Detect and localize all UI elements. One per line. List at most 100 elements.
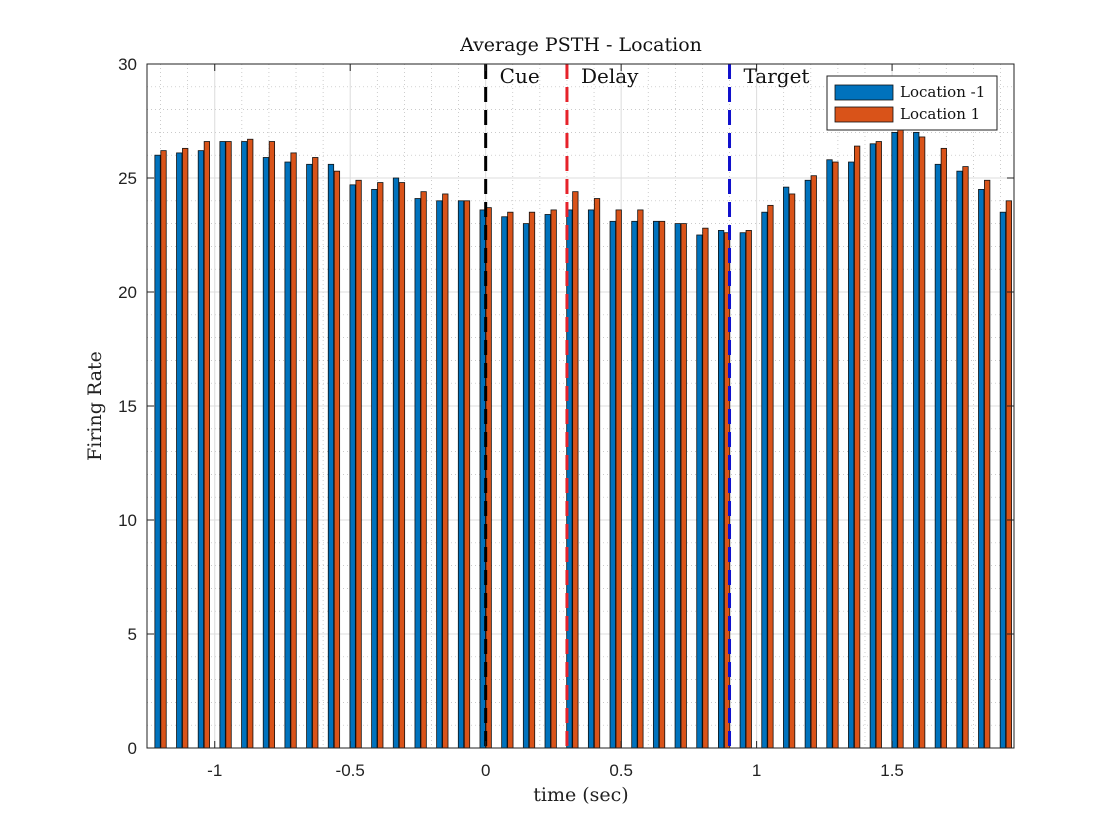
bar — [572, 191, 579, 749]
bar — [702, 227, 709, 749]
x-axis-label: time (sec) — [533, 784, 628, 806]
bar — [284, 161, 291, 749]
bar — [739, 232, 746, 749]
bar — [262, 157, 270, 749]
bar — [219, 141, 226, 749]
x-tick-label: 1 — [752, 761, 761, 780]
bar — [826, 159, 833, 749]
bar — [848, 161, 855, 749]
bar — [349, 184, 356, 749]
bar — [832, 161, 839, 749]
y-tick-label: 20 — [118, 283, 137, 302]
bar — [327, 163, 335, 749]
bar — [176, 152, 183, 749]
tick-labels: -1 -0.5 0 0.5 1 1.5 0 5 10 15 20 25 30 — [118, 55, 904, 780]
legend-label-location-1: Location 1 — [900, 105, 980, 123]
bar — [544, 214, 551, 749]
bar — [984, 179, 991, 749]
bar — [810, 175, 817, 749]
bar — [767, 204, 774, 749]
bar — [897, 129, 904, 749]
bar — [593, 198, 601, 749]
bar — [501, 216, 508, 749]
bar — [718, 230, 725, 749]
x-tick-label: -1 — [207, 761, 222, 780]
bar — [463, 200, 471, 749]
x-tick-label: 1.5 — [880, 761, 904, 780]
bar — [854, 145, 861, 749]
y-tick-label: 0 — [128, 739, 137, 758]
axes — [146, 63, 1015, 749]
bar — [290, 152, 297, 749]
bar — [783, 186, 790, 749]
bar — [442, 193, 449, 749]
y-tick-label: 10 — [118, 511, 137, 530]
bar — [637, 209, 644, 749]
bar — [652, 220, 660, 749]
bar — [247, 138, 254, 749]
bar — [745, 230, 752, 749]
bar — [587, 209, 595, 749]
bar — [696, 234, 703, 749]
bar — [680, 223, 687, 749]
bar — [392, 177, 400, 749]
bar — [615, 209, 622, 749]
bar — [377, 182, 384, 749]
bar — [507, 211, 514, 749]
bar — [420, 191, 427, 749]
bar — [956, 170, 963, 749]
bar — [241, 141, 248, 749]
y-tick-label: 5 — [128, 625, 137, 644]
x-tick-label: 0.5 — [609, 761, 633, 780]
bar — [919, 136, 926, 749]
bar — [268, 141, 276, 749]
bar — [869, 143, 876, 749]
y-axis-label: Firing Rate — [84, 351, 106, 461]
bar — [804, 179, 811, 749]
legend-swatch-location-neg1 — [834, 84, 894, 101]
legend: Location -1 Location 1 — [826, 75, 998, 131]
bar — [160, 150, 167, 749]
bar — [999, 211, 1007, 749]
bar — [550, 209, 557, 749]
bar — [306, 163, 313, 749]
bar — [658, 220, 666, 749]
bar — [962, 166, 969, 749]
bar — [631, 220, 638, 749]
chart-title: Average PSTH - Location — [459, 34, 702, 56]
y-tick-label: 30 — [118, 55, 137, 74]
bar — [371, 188, 378, 749]
bar — [761, 211, 768, 749]
bar — [182, 147, 189, 749]
bar — [522, 223, 530, 749]
bar — [436, 200, 443, 749]
bar — [934, 163, 941, 749]
event-label-cue: Cue — [500, 64, 540, 88]
bar — [940, 147, 947, 749]
bar — [203, 141, 210, 749]
bar — [891, 131, 898, 749]
bar — [225, 141, 232, 749]
legend-label-location-neg1: Location -1 — [900, 83, 985, 101]
bar — [333, 170, 341, 749]
bar — [609, 220, 616, 749]
x-tick-label: 0 — [481, 761, 490, 780]
bar — [913, 131, 920, 749]
bar — [528, 211, 536, 749]
bar — [414, 198, 421, 749]
legend-swatch-location-1 — [834, 106, 894, 123]
bar — [457, 200, 465, 749]
bar — [312, 157, 319, 749]
bar — [788, 193, 796, 749]
bar — [875, 141, 882, 749]
event-label-target: Target — [744, 64, 810, 88]
bar — [398, 182, 406, 749]
bar — [978, 188, 985, 749]
x-tick-label: -0.5 — [336, 761, 365, 780]
bar — [355, 179, 362, 749]
bar — [197, 150, 205, 749]
y-tick-label: 25 — [118, 169, 137, 188]
bar — [674, 223, 681, 749]
bar — [154, 154, 161, 749]
